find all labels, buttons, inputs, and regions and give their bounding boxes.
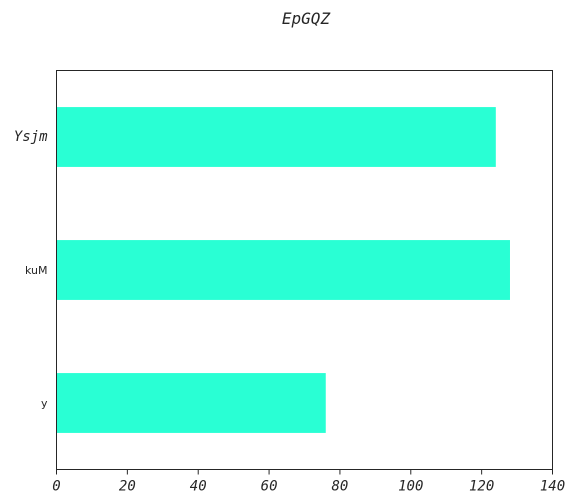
y-axis-ticks: Ysjm kuM y [14,129,48,410]
x-tick-label: 40 [190,479,207,495]
x-tick-label: 0 [52,479,60,495]
bar-kuM [56,240,510,300]
x-tick-label: 100 [398,479,423,495]
y-tick-label: Ysjm [14,129,48,145]
y-tick-label: y [41,397,48,410]
bar-Ysjm [56,107,496,167]
chart-title: EpGQZ [282,9,331,28]
x-tick-label: 20 [119,479,136,495]
x-tick-label: 60 [261,479,278,495]
x-tick-label: 140 [540,479,565,495]
bars-group [56,107,510,433]
bar-y [56,373,326,433]
x-axis-ticks: 0 20 40 60 80 100 120 140 [52,469,565,495]
x-tick-label: 80 [331,479,348,495]
x-tick-label: 120 [469,479,494,495]
y-tick-label: kuM [25,264,48,277]
plot-frame [56,70,553,470]
